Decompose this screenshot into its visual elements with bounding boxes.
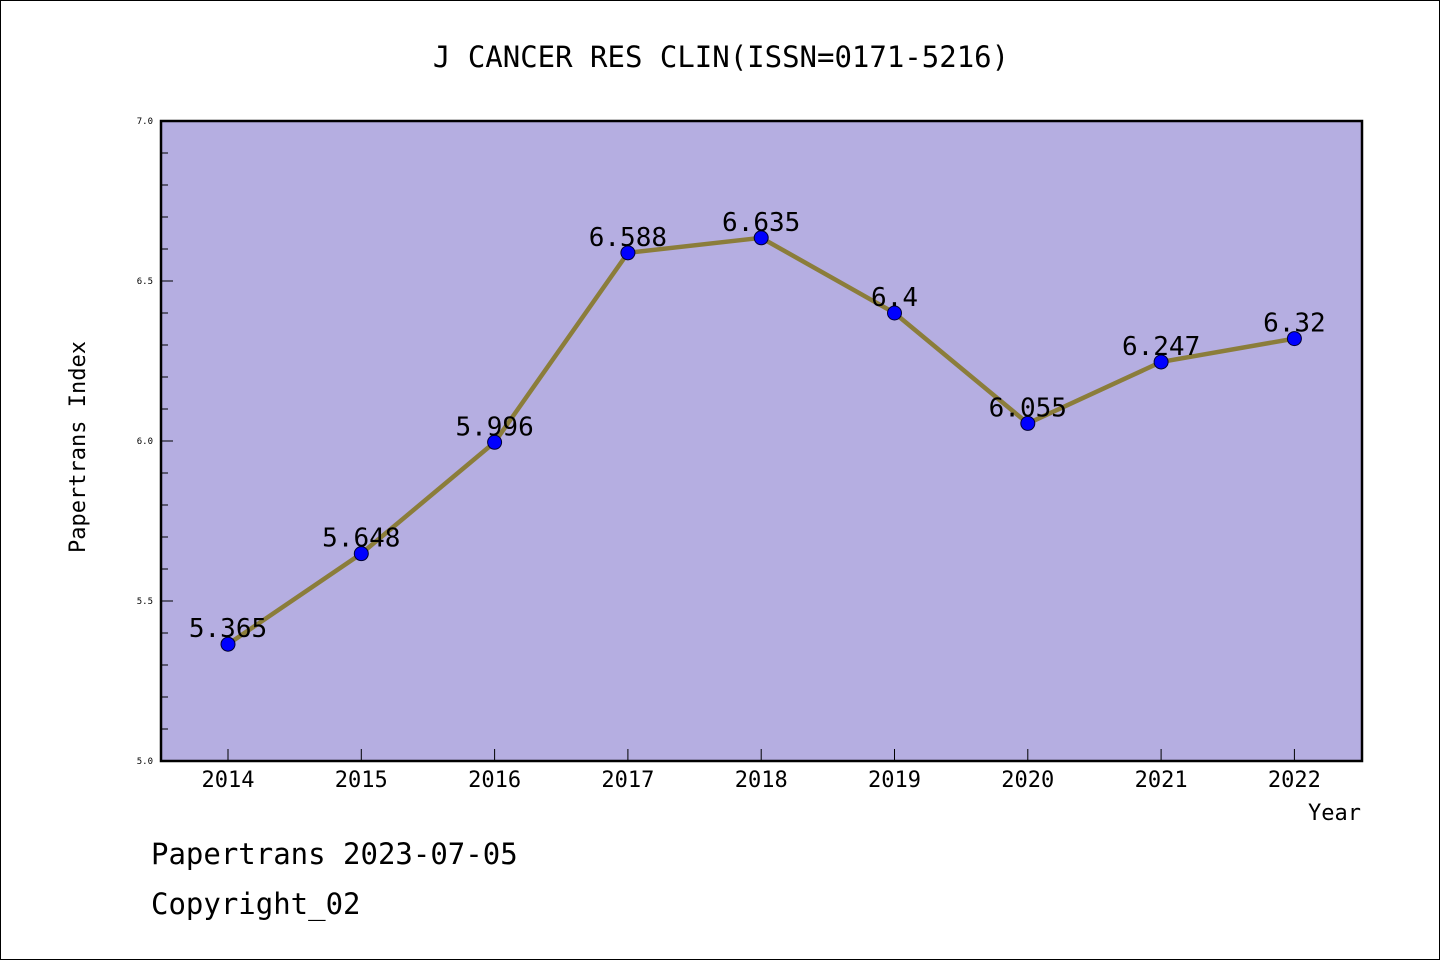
footer-copyright: Copyright_02 (151, 887, 361, 921)
chart-title: J CANCER RES CLIN(ISSN=0171-5216) (433, 40, 1009, 74)
data-label: 6.635 (722, 208, 800, 238)
data-point (620, 245, 636, 261)
data-label: 6.4 (871, 283, 918, 313)
data-point (1020, 415, 1036, 431)
x-tick-label: 2022 (1268, 768, 1321, 793)
data-label: 6.588 (589, 223, 667, 253)
data-point (353, 546, 369, 562)
data-label: 6.32 (1263, 309, 1326, 339)
x-tick-label: 2014 (202, 768, 255, 793)
data-point (887, 305, 902, 321)
y-tick-label: 6.0 (137, 437, 153, 447)
data-point (753, 230, 769, 246)
data-label: 5.648 (322, 524, 400, 554)
x-tick-label: 2021 (1135, 768, 1188, 793)
x-tick-label: 2018 (735, 768, 788, 793)
x-tick-label: 2020 (1001, 768, 1054, 793)
x-axis-label: Year (1308, 801, 1361, 826)
y-tick-label: 5.0 (137, 757, 153, 767)
y-axis-label: Papertrans Index (66, 341, 91, 553)
data-label: 6.055 (989, 393, 1067, 423)
x-tick-label: 2016 (468, 768, 521, 793)
x-tick-label: 2019 (868, 768, 921, 793)
y-tick-label: 7.0 (137, 117, 153, 127)
y-tick-label: 5.5 (137, 597, 153, 607)
footer-date: Papertrans 2023-07-05 (151, 837, 518, 871)
plot-frame (159, 119, 1364, 763)
data-label: 5.365 (189, 614, 267, 644)
y-tick-label: 6.5 (137, 277, 153, 287)
data-point (1286, 331, 1302, 347)
data-label: 6.247 (1122, 332, 1200, 362)
data-point (220, 636, 236, 652)
x-tick-label: 2015 (335, 768, 388, 793)
x-tick-label: 2017 (601, 768, 654, 793)
plot-area (161, 121, 1362, 761)
data-point (1153, 354, 1169, 370)
data-point (487, 434, 503, 450)
data-label: 5.996 (455, 412, 533, 442)
